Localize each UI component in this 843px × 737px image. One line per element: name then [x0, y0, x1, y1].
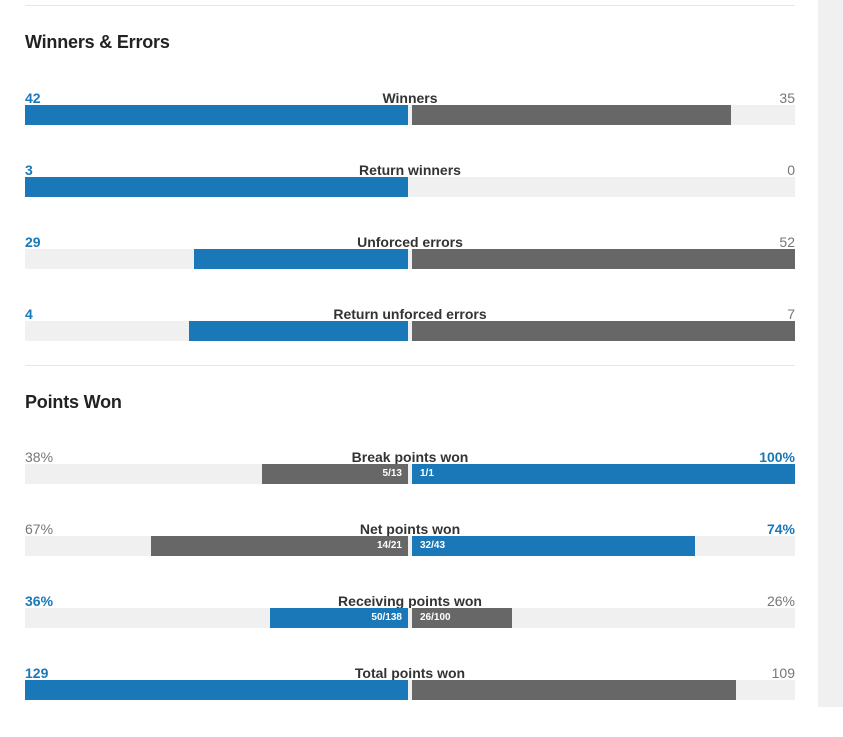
left-value: 42 [25, 90, 41, 106]
left-detail: 5/13 [382, 468, 402, 479]
right-value: 35 [779, 90, 795, 106]
stat-bar: 5/13 1/1 [25, 464, 795, 484]
stat-row-winners: 42 Winners 35 [25, 90, 795, 162]
stat-row-return-unforced-errors: 4 Return unforced errors 7 [25, 306, 795, 378]
match-stats: Winners & Errors 42 Winners 35 3 Return … [25, 0, 795, 737]
stat-label: Return winners [359, 162, 461, 178]
stat-row-return-winners: 3 Return winners 0 [25, 162, 795, 234]
stat-row-net-points-won: 67% Net points won 74% 14/21 32/43 [25, 521, 795, 593]
left-detail: 50/138 [371, 612, 402, 623]
stat-label: Break points won [351, 449, 469, 465]
stat-row-receiving-points-won: 36% Receiving points won 26% 50/138 26/1… [25, 593, 795, 665]
left-value: 36% [25, 593, 54, 609]
stat-label: Receiving points won [338, 593, 482, 609]
left-value: 129 [25, 665, 49, 681]
left-value: 67% [25, 521, 54, 537]
stat-bar [25, 680, 795, 700]
stat-row-break-points-won: 38% Break points won 100% 5/13 1/1 [25, 449, 795, 521]
right-value: 109 [771, 665, 795, 681]
stat-label: Unforced errors [357, 234, 463, 250]
right-value: 0 [787, 162, 795, 178]
section-title: Points Won [25, 392, 122, 412]
section-winners-errors: Winners & Errors 42 Winners 35 3 Return … [25, 32, 795, 378]
stat-bar [25, 105, 795, 125]
stat-bar: 50/138 26/100 [25, 608, 795, 628]
left-bar: 14/21 [151, 536, 408, 556]
right-bar [412, 105, 731, 125]
right-bar: 26/100 [412, 608, 512, 628]
stat-bar [25, 321, 795, 341]
left-bar [25, 680, 408, 700]
stat-label: Winners [382, 90, 438, 106]
right-bar [412, 249, 795, 269]
left-value: 38% [25, 449, 54, 465]
right-value: 74% [766, 521, 795, 537]
left-value: 3 [25, 162, 33, 178]
section-divider [25, 365, 795, 366]
stat-label: Total points won [354, 665, 466, 681]
right-value: 7 [787, 306, 795, 322]
stat-label: Net points won [359, 521, 461, 537]
left-bar [25, 105, 408, 125]
stat-row-unforced-errors: 29 Unforced errors 52 [25, 234, 795, 306]
right-bar: 1/1 [412, 464, 795, 484]
right-detail: 1/1 [420, 468, 434, 479]
left-value: 4 [25, 306, 33, 322]
left-bar: 5/13 [262, 464, 408, 484]
right-bar [412, 680, 736, 700]
left-detail: 14/21 [376, 540, 402, 551]
right-bar [412, 321, 795, 341]
left-bar [194, 249, 408, 269]
stat-row-total-points-won: 129 Total points won 109 [25, 665, 795, 737]
left-bar [189, 321, 408, 341]
stat-bar [25, 177, 795, 197]
right-value: 100% [759, 449, 795, 465]
left-bar: 50/138 [270, 608, 408, 628]
right-value: 26% [766, 593, 795, 609]
section-title: Winners & Errors [25, 32, 170, 52]
right-bar: 32/43 [412, 536, 695, 556]
left-value: 29 [25, 234, 41, 250]
stat-bar [25, 249, 795, 269]
right-detail: 32/43 [420, 540, 446, 551]
right-gutter [818, 0, 843, 707]
stat-bar: 14/21 32/43 [25, 536, 795, 556]
top-divider [25, 5, 795, 6]
right-value: 52 [779, 234, 795, 250]
stat-label: Return unforced errors [333, 306, 487, 322]
left-bar [25, 177, 408, 197]
section-points-won: Points Won 38% Break points won 100% 5/1… [25, 392, 795, 737]
right-detail: 26/100 [420, 612, 451, 623]
